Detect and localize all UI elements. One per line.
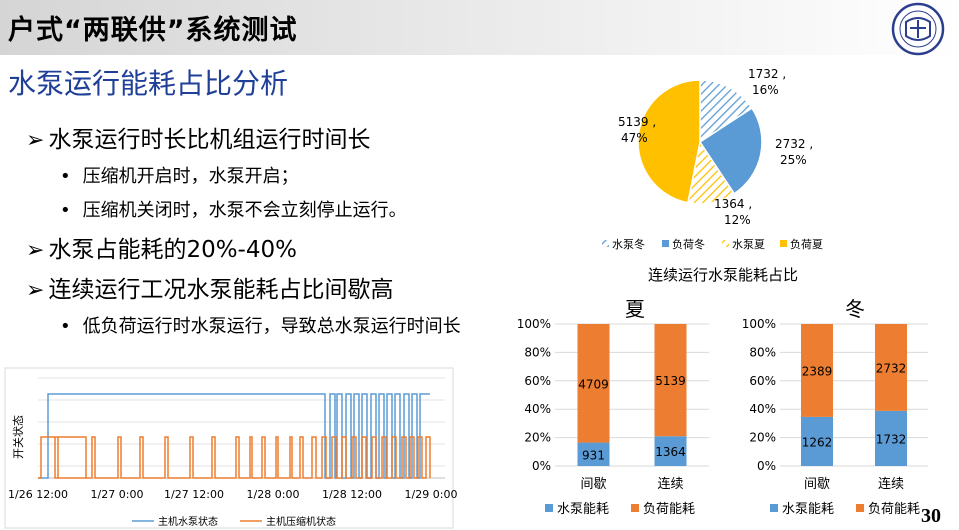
bar-data-label: 1262 <box>802 435 833 449</box>
svg-text:25%: 25% <box>780 153 807 167</box>
pie-slice <box>698 107 763 195</box>
x-category-label: 间歇 <box>804 477 830 492</box>
bar-legend-swatch <box>770 504 778 512</box>
switch-state-line-chart: 开关状态 1/26 12:00 1/27 0:00 1/27 12:00 1/28 0… <box>4 367 458 529</box>
bar-data-label: 1364 <box>655 445 686 459</box>
bar-legend-label: 水泵能耗 <box>557 502 609 517</box>
x-tick-label: 1/28 12:00 <box>322 488 382 501</box>
university-logo <box>891 2 945 56</box>
pie-legend-label: 水泵夏 <box>732 238 765 251</box>
sub-bullet-item: • 低负荷运行时水泵运行，导致总水泵运行时间长 <box>60 316 461 337</box>
bar-legend-swatch <box>631 504 639 512</box>
title-bar <box>0 0 959 55</box>
y-tick-label: 60% <box>749 374 776 388</box>
pie-slice <box>699 79 753 144</box>
pie-legend-swatch <box>722 240 729 247</box>
bar-legend-swatch <box>856 504 864 512</box>
arrow-bullet-icon: ➢ <box>26 278 45 303</box>
bar-data-label: 2732 <box>876 361 907 375</box>
page-title: 户式“两联供”系统测试 <box>8 15 298 46</box>
dot-bullet-icon: • <box>60 316 71 337</box>
bar-data-label: 2389 <box>802 364 833 378</box>
bar-data-label: 931 <box>582 448 605 462</box>
pie-title: 连续运行水泵能耗占比 <box>648 266 799 284</box>
bullet-item: ➢ 水泵运行时长比机组运行时间长 <box>26 127 371 153</box>
bar-legend-label: 水泵能耗 <box>782 502 834 517</box>
winter-stacked-bar-chart: 冬 0% 20% 40% 60% 80% 100% 1262 2389 间歇 1732 2732 连续水… <box>742 297 928 517</box>
x-category-label: 连续 <box>657 476 683 492</box>
x-tick-label: 1/29 0:00 <box>405 488 458 501</box>
pie-data-label: 1732 , 16% <box>748 67 786 97</box>
y-tick-label: 40% <box>524 402 551 416</box>
sub-bullet-item: • 压缩机开启时，水泵开启； <box>60 166 299 187</box>
pie-data-label: 5139 , 47% <box>618 115 656 145</box>
energy-share-pie-chart: 1732 , 16% 2732 , 25% 1364 , 12% 5139 , … <box>602 67 823 251</box>
y-tick-label: 20% <box>524 431 551 445</box>
svg-text:12%: 12% <box>724 213 751 227</box>
pie-data-label: 1364 , 12% <box>714 197 752 227</box>
bar-data-label: 1732 <box>876 432 907 446</box>
bar-chart-title: 夏 <box>625 297 645 321</box>
bar-segment-load <box>654 324 687 437</box>
y-tick-label: 80% <box>749 345 776 359</box>
bullet-item: ➢ 连续运行工况水泵能耗占比间歇高 <box>26 277 394 303</box>
y-tick-label: 0% <box>757 459 776 473</box>
y-tick-label: 100% <box>517 317 551 331</box>
arrow-bullet-icon: ➢ <box>26 238 45 263</box>
bar-chart-title: 冬 <box>845 297 865 321</box>
bar-data-label: 4709 <box>578 377 609 391</box>
y-tick-label: 20% <box>749 431 776 445</box>
legend-compressor-label: 主机压缩机状态 <box>266 515 336 528</box>
legend-pump-label: 主机水泵状态 <box>158 515 218 528</box>
bar-segment-load <box>577 324 610 443</box>
bullet-item: ➢ 水泵占能耗的20%-40% <box>26 237 297 263</box>
line-legend: 主机水泵状态 主机压缩机状态 <box>132 515 336 528</box>
bar-segment-pump <box>577 442 610 466</box>
x-tick-label: 1/27 12:00 <box>164 488 224 501</box>
x-category-label: 连续 <box>878 476 904 492</box>
pie-data-label: 2732 , 25% <box>775 137 813 167</box>
y-tick-label: 80% <box>524 345 551 359</box>
svg-text:1732 ,: 1732 , <box>748 67 786 81</box>
svg-text:1364 ,: 1364 , <box>714 197 752 211</box>
pie-legend-label: 负荷夏 <box>790 237 823 251</box>
x-tick-label: 1/26 12:00 <box>8 488 68 501</box>
y-tick-label: 100% <box>742 317 776 331</box>
bar-data-label: 5139 <box>655 374 686 388</box>
pie-legend-label: 水泵冬 <box>612 237 645 251</box>
svg-text:16%: 16% <box>752 83 779 97</box>
bar-segment-pump <box>801 416 833 466</box>
x-category-label: 间歇 <box>580 477 606 492</box>
summer-stacked-bar-chart: 夏 0% 20% 40% 60% 80% 100% 931 4709 间歇 1364 5139 连续水泵… <box>517 297 709 517</box>
arrow-bullet-icon: ➢ <box>26 128 45 153</box>
bar-segment-pump <box>654 436 687 466</box>
svg-text:47%: 47% <box>621 131 648 145</box>
bar-legend-label: 负荷能耗 <box>643 502 695 517</box>
line-ylabel: 开关状态 <box>11 415 25 459</box>
x-tick-label: 1/27 0:00 <box>91 488 144 501</box>
pie-legend-swatch <box>780 240 787 247</box>
bar-legend-label: 负荷能耗 <box>868 502 920 517</box>
pie-legend-swatch <box>662 240 669 247</box>
bar-legend-swatch <box>545 504 553 512</box>
dot-bullet-icon: • <box>60 166 71 187</box>
y-tick-label: 60% <box>524 374 551 388</box>
x-tick-label: 1/28 0:00 <box>247 488 300 501</box>
svg-text:5139 ,: 5139 , <box>618 115 656 129</box>
compressor-status-line <box>38 436 431 479</box>
bar-segment-load <box>875 324 907 411</box>
bar-segment-load <box>801 324 833 417</box>
bar-segment-pump <box>875 410 907 466</box>
y-tick-label: 0% <box>532 459 551 473</box>
pie-legend: 水泵冬 负荷冬 水泵夏 负荷夏 <box>602 237 823 251</box>
pie-legend-label: 负荷冬 <box>672 237 705 251</box>
svg-text:2732 ,: 2732 , <box>775 137 813 151</box>
page-number: 30 <box>921 505 941 527</box>
pie-legend-swatch <box>602 240 609 247</box>
section-subtitle: 水泵运行能耗占比分析 <box>8 67 289 100</box>
dot-bullet-icon: • <box>60 200 71 221</box>
y-tick-label: 40% <box>749 402 776 416</box>
pie-slice <box>637 79 701 204</box>
sub-bullet-item: • 压缩机关闭时，水泵不会立刻停止运行。 <box>60 200 407 221</box>
